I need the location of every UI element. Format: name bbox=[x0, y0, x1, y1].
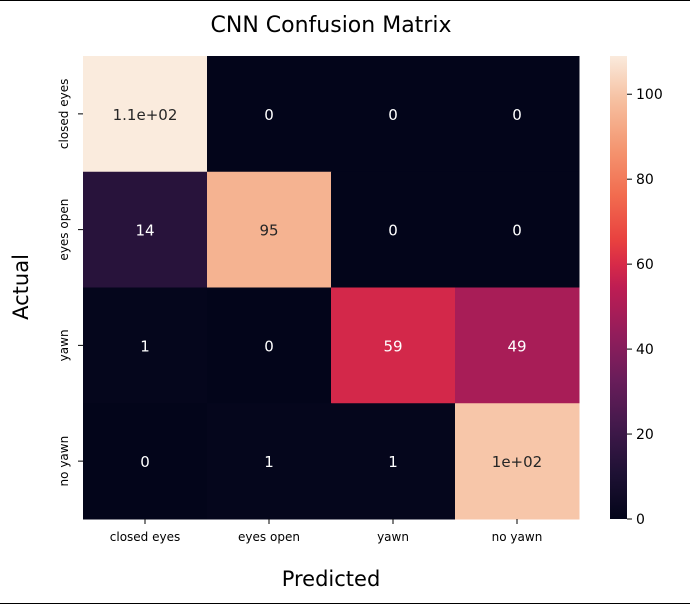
x-axis-label: Predicted bbox=[282, 567, 381, 591]
cell-annotation: 1.1e+02 bbox=[113, 106, 178, 124]
frame-top-border bbox=[0, 0, 690, 1]
y-tick-label: no yawn bbox=[57, 436, 71, 487]
heatmap-cell bbox=[331, 171, 456, 288]
heatmap-cell bbox=[83, 287, 208, 404]
cell-annotation: 14 bbox=[135, 222, 154, 240]
x-tick-labels: closed eyes eyes open yawn no yawn bbox=[110, 519, 543, 544]
heatmap-cell bbox=[207, 287, 332, 404]
heatmap-cell bbox=[207, 171, 332, 288]
heatmap-cell bbox=[455, 56, 580, 173]
chart-title: CNN Confusion Matrix bbox=[211, 13, 452, 38]
heatmap-cell bbox=[455, 403, 580, 520]
cell-annotation: 0 bbox=[140, 453, 150, 471]
heatmap-cell bbox=[207, 403, 332, 520]
y-tick-labels: closed eyes eyes open yawn no yawn bbox=[57, 79, 83, 487]
heatmap-cell bbox=[331, 56, 456, 173]
cell-annotation: 0 bbox=[388, 106, 398, 124]
heatmap-cell bbox=[455, 287, 580, 404]
colorbar-tick-label: 60 bbox=[636, 257, 654, 273]
heatmap-cell bbox=[331, 287, 456, 404]
cell-annotation: 0 bbox=[512, 222, 522, 240]
x-tick-label: no yawn bbox=[492, 530, 543, 544]
heatmap-cell bbox=[83, 56, 208, 173]
colorbar-tick-label: 20 bbox=[636, 427, 654, 443]
cell-annotation: 1e+02 bbox=[492, 453, 542, 471]
y-axis-label: Actual bbox=[9, 254, 33, 320]
cell-annotations: 1.1e+02 0 0 0 14 95 0 0 1 0 59 49 0 1 1 1e+02 bbox=[113, 106, 543, 471]
x-tick-label: eyes open bbox=[238, 530, 300, 544]
heatmap-cell bbox=[455, 171, 580, 288]
heatmap-cell bbox=[207, 56, 332, 173]
y-tick-label: eyes open bbox=[57, 199, 71, 261]
x-tick-label: closed eyes bbox=[110, 530, 180, 544]
colorbar: 0 20 40 60 80 100 bbox=[610, 56, 663, 528]
colorbar-tick-label: 100 bbox=[636, 87, 663, 103]
cell-annotation: 1 bbox=[140, 337, 150, 355]
cell-annotation: 95 bbox=[259, 222, 278, 240]
cell-annotation: 59 bbox=[383, 337, 402, 355]
cell-annotation: 1 bbox=[388, 453, 398, 471]
frame-bottom-border bbox=[0, 603, 690, 604]
colorbar-tick-label: 80 bbox=[636, 172, 654, 188]
colorbar-tick-label: 0 bbox=[636, 512, 645, 528]
heatmap-cells bbox=[83, 56, 580, 520]
y-tick-label: closed eyes bbox=[57, 79, 71, 149]
cell-annotation: 0 bbox=[264, 106, 274, 124]
colorbar-gradient bbox=[610, 56, 627, 519]
x-tick-label: yawn bbox=[377, 530, 409, 544]
colorbar-tick-label: 40 bbox=[636, 342, 654, 358]
y-tick-label: yawn bbox=[57, 329, 71, 361]
cell-annotation: 0 bbox=[512, 106, 522, 124]
heatmap-cell bbox=[83, 171, 208, 288]
heatmap-cell bbox=[331, 403, 456, 520]
cell-annotation: 1 bbox=[264, 453, 274, 471]
heatmap-cell bbox=[83, 403, 208, 520]
cell-annotation: 0 bbox=[388, 222, 398, 240]
cell-annotation: 49 bbox=[507, 337, 526, 355]
cell-annotation: 0 bbox=[264, 337, 274, 355]
